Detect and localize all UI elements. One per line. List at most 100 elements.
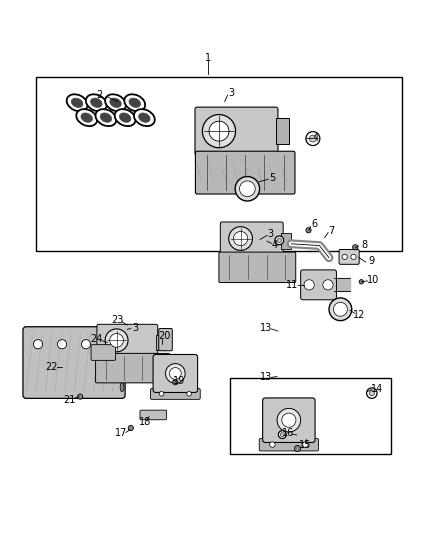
Text: 6: 6 [311,219,317,229]
Circle shape [279,431,286,439]
FancyBboxPatch shape [97,324,158,357]
FancyBboxPatch shape [263,398,315,442]
Circle shape [275,236,284,245]
Ellipse shape [71,98,83,108]
Ellipse shape [76,109,97,126]
Ellipse shape [134,109,155,126]
FancyBboxPatch shape [153,354,198,392]
Text: 12: 12 [353,310,366,319]
FancyBboxPatch shape [95,353,170,383]
Ellipse shape [124,94,145,111]
Circle shape [166,364,185,383]
Circle shape [353,245,358,250]
Text: 22: 22 [45,362,57,372]
Ellipse shape [120,113,131,122]
Ellipse shape [120,334,124,343]
Text: 16: 16 [282,429,294,438]
Text: 24: 24 [91,334,103,344]
Circle shape [202,115,236,148]
Ellipse shape [120,350,124,359]
Text: 23: 23 [111,315,124,325]
Circle shape [209,121,229,141]
Circle shape [367,388,377,398]
Circle shape [294,446,300,451]
Text: 3: 3 [268,229,274,239]
FancyBboxPatch shape [259,439,318,451]
FancyBboxPatch shape [91,345,116,360]
Circle shape [359,280,364,284]
FancyBboxPatch shape [339,249,359,264]
Ellipse shape [86,94,107,111]
Ellipse shape [91,98,102,108]
Circle shape [270,442,275,447]
Ellipse shape [115,109,136,126]
Circle shape [229,227,252,251]
Ellipse shape [100,113,112,122]
FancyBboxPatch shape [150,389,200,399]
Bar [282,232,291,249]
Circle shape [280,433,284,437]
Bar [35,77,403,251]
FancyBboxPatch shape [159,328,172,351]
Text: 3: 3 [132,322,138,333]
Circle shape [81,340,91,349]
Text: 1: 1 [205,53,211,63]
FancyBboxPatch shape [219,252,296,282]
Text: 13: 13 [260,373,272,382]
FancyBboxPatch shape [195,107,278,155]
Circle shape [78,394,83,399]
Circle shape [369,391,374,395]
Text: 4: 4 [313,133,319,143]
Bar [230,378,392,454]
Circle shape [303,442,308,447]
Text: 17: 17 [116,429,128,438]
Circle shape [304,280,314,290]
Circle shape [170,368,181,379]
Text: 7: 7 [328,225,335,236]
Circle shape [309,135,316,142]
Circle shape [277,238,282,243]
Circle shape [282,413,296,427]
FancyBboxPatch shape [300,270,336,300]
Text: 3: 3 [228,88,234,98]
Circle shape [306,228,311,233]
Circle shape [306,132,320,146]
Ellipse shape [110,98,121,108]
Text: 10: 10 [367,276,379,286]
FancyBboxPatch shape [23,327,125,398]
Ellipse shape [67,94,88,111]
Text: 14: 14 [371,384,383,394]
FancyBboxPatch shape [195,151,295,194]
Circle shape [235,176,260,201]
Text: 2: 2 [96,91,102,100]
Text: 4: 4 [272,240,278,250]
Circle shape [233,231,248,246]
Circle shape [128,425,134,431]
Circle shape [323,280,333,290]
FancyBboxPatch shape [140,410,166,420]
Circle shape [106,340,115,349]
Circle shape [57,340,67,349]
Circle shape [105,329,128,352]
Ellipse shape [138,113,150,122]
Ellipse shape [120,383,124,392]
Text: 21: 21 [63,394,75,405]
Circle shape [110,334,124,347]
Circle shape [173,379,178,385]
Text: 5: 5 [269,173,276,183]
Circle shape [240,181,255,197]
Text: 19: 19 [173,376,185,386]
Text: 8: 8 [361,240,367,249]
Ellipse shape [129,98,141,108]
Circle shape [33,340,42,349]
Circle shape [187,391,191,396]
Text: 15: 15 [299,440,311,450]
Ellipse shape [95,109,117,126]
Ellipse shape [120,366,124,375]
Text: 18: 18 [139,417,151,427]
Circle shape [351,254,356,260]
Ellipse shape [81,113,92,122]
Bar [276,118,289,144]
Text: 13: 13 [260,322,272,333]
Bar [156,335,165,350]
